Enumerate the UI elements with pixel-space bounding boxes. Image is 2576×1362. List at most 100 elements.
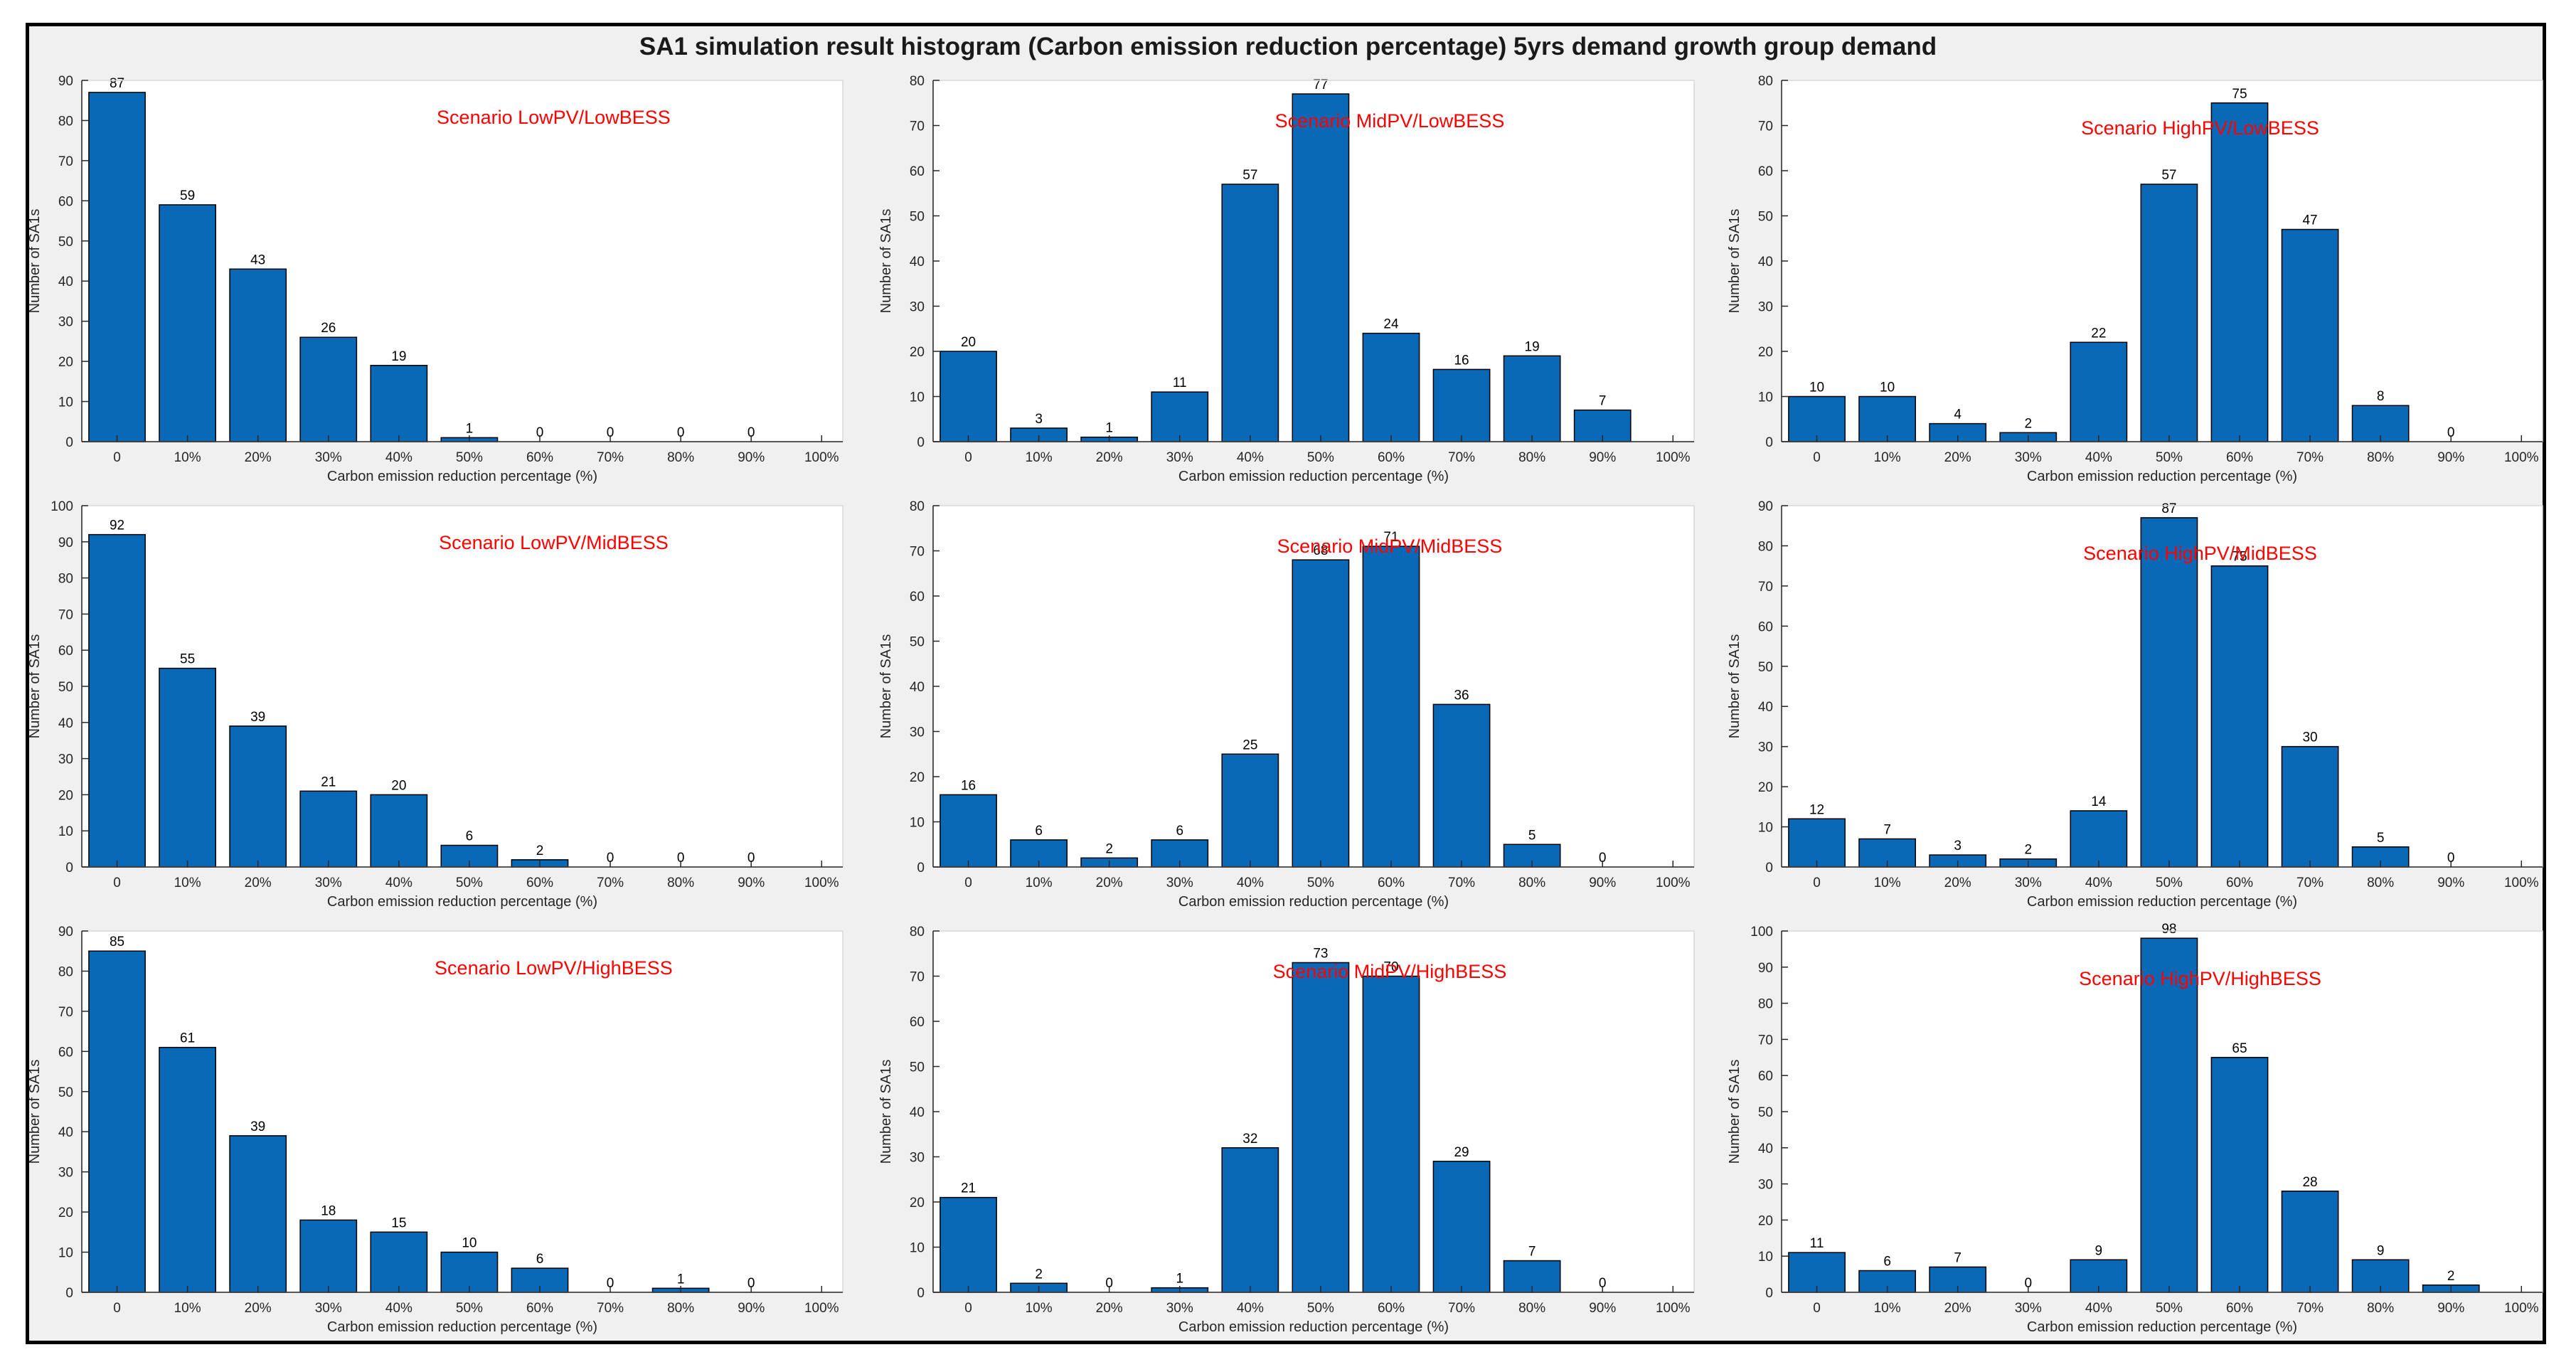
- chart-1-bar-1: [159, 204, 216, 442]
- chart-3-ylabel: Number of SA1s: [1727, 209, 1742, 314]
- chart-7-bar-5: [440, 1251, 499, 1293]
- chart-9-xtick-label-4: 40%: [2085, 1301, 2112, 1316]
- chart-9-data-label-4: 9: [2095, 1243, 2103, 1258]
- chart-1-scenario-title: Scenario LowPV/LowBESS: [437, 107, 671, 128]
- chart-5-xtick-label-7: 70%: [1448, 876, 1475, 890]
- chart-8-ytick-label-2: 20: [910, 1196, 925, 1211]
- chart-1-bar-0: [88, 92, 146, 442]
- chart-4-xtick-label-9: 90%: [738, 876, 765, 890]
- chart-4-xlabel: Carbon emission reduction percentage (%): [327, 894, 597, 910]
- chart-6-bar-4: [2070, 810, 2128, 868]
- chart-1-xtick-label-9: 90%: [738, 450, 765, 465]
- chart-4-data-label-4: 20: [391, 778, 406, 793]
- chart-4-bar-1: [159, 667, 216, 868]
- chart-4-xtick-label-10: 100%: [804, 876, 839, 890]
- chart-7-xtick-label-2: 20%: [245, 1301, 272, 1316]
- chart-2-xtick-label-2: 20%: [1096, 450, 1123, 465]
- chart-1-xtick-label-3: 30%: [315, 450, 342, 465]
- chart-8-data-label-8: 7: [1528, 1245, 1536, 1260]
- chart-8-xtick-label-3: 30%: [1166, 1301, 1193, 1316]
- chart-1-data-label-5: 1: [466, 421, 474, 436]
- chart-3-xtick-label-6: 60%: [2226, 450, 2253, 465]
- chart-4-ytick-label-3: 30: [58, 752, 73, 767]
- chart-4-bar-0: [88, 533, 146, 868]
- chart-5-ytick-label-7: 70: [910, 545, 925, 560]
- chart-6-xlabel: Carbon emission reduction percentage (%): [2027, 894, 2297, 910]
- chart-8-data-label-2: 0: [1105, 1276, 1113, 1291]
- chart-4-xtick-label-2: 20%: [245, 876, 272, 890]
- chart-3-bar-6: [2210, 102, 2269, 442]
- chart-4-ytick-label-0: 0: [65, 861, 73, 876]
- chart-3-xlabel: Carbon emission reduction percentage (%): [2027, 469, 2297, 484]
- chart-3-xtick-label-9: 90%: [2437, 450, 2464, 465]
- chart-1-ytick-label-4: 40: [58, 275, 73, 289]
- chart-9-data-label-7: 28: [2302, 1175, 2317, 1190]
- chart-7-ytick-label-3: 30: [58, 1166, 73, 1181]
- chart-6-data-label-6: 75: [2232, 550, 2247, 565]
- chart-1-xtick-label-7: 70%: [597, 450, 624, 465]
- chart-2-ytick-label-0: 0: [917, 435, 925, 450]
- chart-8-xtick-label-10: 100%: [1656, 1301, 1691, 1316]
- chart-3-xtick-label-5: 50%: [2156, 450, 2183, 465]
- chart-8-xtick-label-2: 20%: [1096, 1301, 1123, 1316]
- chart-9-xtick-label-0: 0: [1813, 1301, 1821, 1316]
- chart-1-data-label-9: 0: [747, 425, 755, 440]
- chart-3-data-label-2: 4: [1954, 408, 1962, 422]
- chart-3-ytick-label-2: 20: [1758, 345, 1773, 360]
- chart-5-xtick-label-0: 0: [964, 876, 972, 890]
- chart-6-data-label-7: 30: [2302, 730, 2317, 745]
- chart-8-ytick-label-3: 30: [910, 1151, 925, 1166]
- chart-2-xtick-label-5: 50%: [1307, 450, 1334, 465]
- chart-8-bar-4: [1221, 1147, 1279, 1293]
- chart-6-data-label-1: 7: [1883, 822, 1891, 837]
- chart-3-bar-5: [2140, 183, 2198, 442]
- chart-3-xtick-label-1: 10%: [1874, 450, 1901, 465]
- chart-9-xtick-label-2: 20%: [1944, 1301, 1971, 1316]
- chart-5-ylabel: Number of SA1s: [878, 634, 894, 739]
- chart-2-data-label-2: 1: [1105, 421, 1113, 436]
- chart-1-xtick-label-6: 60%: [526, 450, 553, 465]
- chart-9-xtick-label-8: 80%: [2367, 1301, 2394, 1316]
- chart-2-xtick-label-9: 90%: [1589, 450, 1616, 465]
- chart-5-xtick-label-2: 20%: [1096, 876, 1123, 890]
- chart-9-data-label-6: 65: [2232, 1041, 2247, 1056]
- chart-7-data-label-3: 18: [321, 1203, 336, 1218]
- chart-7-bar-4: [370, 1231, 428, 1293]
- chart-3-scenario-title: Scenario HighPV/LowBESS: [2081, 117, 2319, 139]
- chart-1-ytick-label-3: 30: [58, 315, 73, 330]
- chart-7-ytick-label-0: 0: [65, 1286, 73, 1301]
- chart-3-data-label-8: 8: [2377, 389, 2385, 404]
- chart-9-xtick-label-9: 90%: [2437, 1301, 2464, 1316]
- chart-9-data-label-8: 9: [2377, 1243, 2385, 1258]
- chart-2-ytick-label-5: 50: [910, 210, 925, 225]
- chart-4-ytick-label-2: 20: [58, 788, 73, 803]
- chart-8-ytick-label-1: 10: [910, 1241, 925, 1256]
- chart-9-ytick-label-5: 50: [1758, 1105, 1773, 1120]
- chart-2-ytick-label-8: 80: [910, 74, 925, 89]
- chart-7-xtick-label-10: 100%: [804, 1301, 839, 1316]
- chart-5-bar-4: [1221, 753, 1279, 868]
- chart-7-ytick-label-1: 10: [58, 1246, 73, 1261]
- chart-7-xtick-label-6: 60%: [526, 1301, 553, 1316]
- chart-8-bar-6: [1362, 975, 1420, 1293]
- chart-4-ytick-label-6: 60: [58, 644, 73, 659]
- chart-4-xtick-label-7: 70%: [597, 876, 624, 890]
- chart-2-bar-0: [940, 351, 997, 442]
- chart-3-data-label-6: 75: [2232, 87, 2247, 102]
- chart-4-xtick-label-0: 0: [113, 876, 121, 890]
- chart-3-ytick-label-0: 0: [1765, 435, 1773, 450]
- chart-6-scenario-title: Scenario HighPV/MidBESS: [2083, 543, 2317, 564]
- chart-4-data-label-6: 2: [536, 844, 544, 858]
- chart-7-data-label-7: 0: [607, 1276, 614, 1291]
- chart-9-data-label-9: 2: [2447, 1269, 2455, 1284]
- chart-7-bar-0: [88, 950, 146, 1293]
- chart-8-ytick-label-4: 40: [910, 1105, 925, 1120]
- chart-8-xtick-label-7: 70%: [1448, 1301, 1475, 1316]
- chart-6-xtick-label-0: 0: [1813, 876, 1821, 890]
- chart-2-xtick-label-4: 40%: [1237, 450, 1264, 465]
- chart-9-xtick-label-1: 10%: [1874, 1301, 1901, 1316]
- chart-4-data-label-8: 0: [677, 851, 685, 866]
- chart-5-ytick-label-2: 20: [910, 770, 925, 785]
- chart-6-ytick-label-7: 70: [1758, 580, 1773, 595]
